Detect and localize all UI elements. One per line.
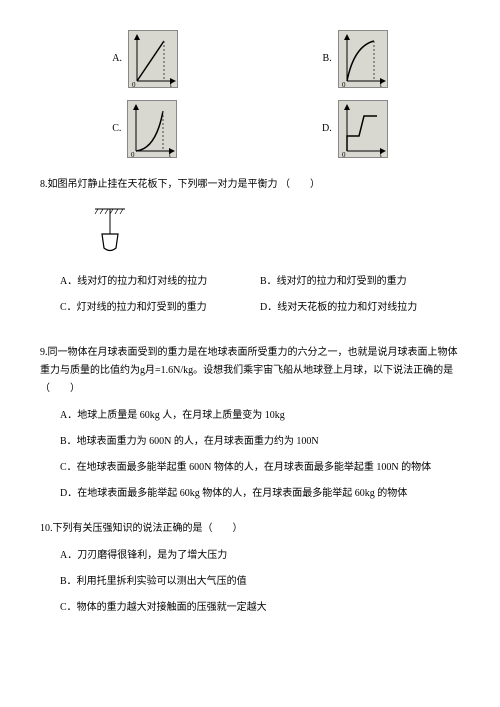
svg-text:t: t	[380, 151, 382, 159]
svg-text:t: t	[169, 151, 171, 159]
graph-option-d: D. 0 t	[322, 100, 388, 158]
q8-opt-c: C．灯对线的拉力和灯受到的重力	[60, 300, 260, 316]
graph-label-a: A.	[112, 51, 122, 67]
graph-exponential: 0 t	[127, 100, 177, 158]
graph-step: 0 t	[338, 100, 388, 158]
graph-row-2: C. 0 t D. 0 t	[40, 100, 460, 158]
svg-text:t: t	[380, 81, 382, 89]
graph-label-d: D.	[322, 121, 332, 137]
graph-label-b: B.	[323, 51, 332, 67]
question-8: 8.如图吊灯静止挂在天花板下，下列哪一对力是平衡力 （ ）	[40, 176, 460, 194]
graph-linear: 0 t	[128, 30, 178, 88]
q9-opt-b: B．地球表面重力为 600N 的人，在月球表面重力约为 100N	[60, 434, 460, 450]
q9-opt-c: C．在地球表面最多能举起重 600N 物体的人，在月球表面最多能举起重 100N…	[60, 460, 460, 476]
graph-row-1: A. 0 t B. 0 t	[40, 30, 460, 88]
graph-option-a: A. 0 t	[112, 30, 178, 88]
q8-number: 8.	[40, 179, 48, 190]
svg-text:0: 0	[132, 81, 136, 89]
q8-opt-a: A．线对灯的拉力和灯对线的拉力	[60, 274, 260, 290]
lamp-figure	[90, 206, 460, 262]
svg-text:0: 0	[342, 81, 346, 89]
q10-opt-b: B．利用托里拆利实验可以测出大气压的值	[60, 574, 460, 590]
svg-text:t: t	[170, 81, 172, 89]
q10-number: 10.	[40, 523, 53, 534]
svg-text:0: 0	[131, 151, 135, 159]
q9-opt-a: A．地球上质量是 60kg 人，在月球上质量变为 10kg	[60, 408, 460, 424]
graph-option-c: C. 0 t	[112, 100, 177, 158]
graph-label-c: C.	[112, 121, 121, 137]
q8-text: 8.如图吊灯静止挂在天花板下，下列哪一对力是平衡力 （ ）	[40, 179, 320, 190]
q10-body: 下列有关压强知识的说法正确的是（ ）	[53, 523, 243, 534]
q8-opt-b: B．线对灯的拉力和灯受到的重力	[260, 274, 460, 290]
q8-options: A．线对灯的拉力和灯对线的拉力 B．线对灯的拉力和灯受到的重力 C．灯对线的拉力…	[60, 274, 460, 326]
q10-text: 10.下列有关压强知识的说法正确的是（ ）	[40, 523, 243, 534]
q9-options: A．地球上质量是 60kg 人，在月球上质量变为 10kg B．地球表面重力为 …	[60, 408, 460, 502]
q8-opt-d: D．线对天花板的拉力和灯对线拉力	[260, 300, 460, 316]
q9-text: 9.同一物体在月球表面受到的重力是在地球表面所受重力的六分之一，也就是说月球表面…	[40, 347, 458, 394]
q10-options: A．刀刃磨得很锋利，是为了增大压力 B．利用托里拆利实验可以测出大气压的值 C．…	[60, 548, 460, 616]
question-9: 9.同一物体在月球表面受到的重力是在地球表面所受重力的六分之一，也就是说月球表面…	[40, 344, 460, 398]
graph-option-b: B. 0 t	[323, 30, 388, 88]
question-10: 10.下列有关压强知识的说法正确的是（ ）	[40, 520, 460, 538]
q9-number: 9.	[40, 347, 48, 358]
q9-opt-d: D．在地球表面最多能举起 60kg 物体的人，在月球表面最多能举起 60kg 的…	[60, 486, 460, 502]
q10-opt-c: C．物体的重力越大对接触面的压强就一定越大	[60, 600, 460, 616]
q9-body: 同一物体在月球表面受到的重力是在地球表面所受重力的六分之一，也就是说月球表面上物…	[40, 347, 458, 394]
graph-sqrt: 0 t	[338, 30, 388, 88]
q8-body: 如图吊灯静止挂在天花板下，下列哪一对力是平衡力 （ ）	[48, 179, 321, 190]
q10-opt-a: A．刀刃磨得很锋利，是为了增大压力	[60, 548, 460, 564]
svg-text:0: 0	[342, 151, 346, 159]
